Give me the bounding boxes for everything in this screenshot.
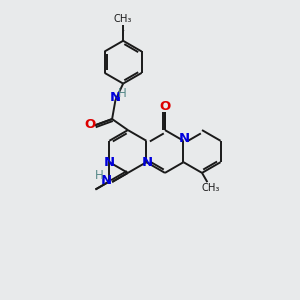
Text: N: N <box>178 132 190 145</box>
Text: N: N <box>109 91 120 104</box>
Text: CH₃: CH₃ <box>114 14 132 24</box>
Text: O: O <box>84 118 95 130</box>
Text: H: H <box>95 169 104 182</box>
Text: N: N <box>101 174 112 187</box>
Text: /: / <box>122 30 124 36</box>
Text: N: N <box>104 156 115 169</box>
Text: H: H <box>118 87 126 100</box>
Text: N: N <box>141 156 153 169</box>
Text: O: O <box>159 100 171 113</box>
Text: CH₃: CH₃ <box>202 183 220 193</box>
